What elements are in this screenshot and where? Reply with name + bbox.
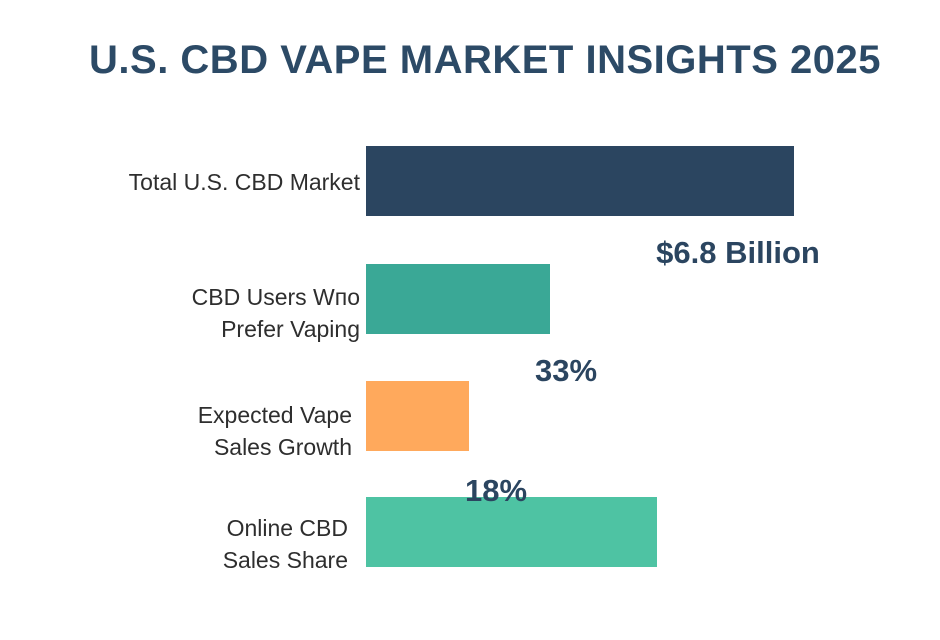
labels-layer: Total U.S. CBD Market $6.8 Billion CBD Use… <box>129 169 820 573</box>
category-label-3-line-2: Sales Growth <box>214 434 352 460</box>
category-label-2: CBD Users Wпо Prefer Vaping <box>192 284 360 342</box>
category-label-4-line-1: Online CBD <box>227 515 348 541</box>
category-label-2-line-2: Prefer Vaping <box>221 316 360 342</box>
value-label-3: 18% <box>465 473 527 508</box>
value-label-2: 33% <box>535 353 597 388</box>
bar-1 <box>366 146 794 216</box>
bar-4 <box>366 497 657 567</box>
bar-2 <box>366 264 550 334</box>
category-label-4: Online CBD Sales Share <box>223 515 348 573</box>
bars-layer <box>366 146 794 567</box>
category-label-4-line-2: Sales Share <box>223 547 348 573</box>
category-label-1: Total U.S. CBD Market <box>129 169 361 195</box>
category-label-3-line-1: Expected Vape <box>198 402 352 428</box>
category-label-1-line-1: Total U.S. CBD Market <box>129 169 361 195</box>
category-label-3: Expected Vape Sales Growth <box>198 402 352 460</box>
chart-title: U.S. CBD VAPE MARKET INSIGHTS 2025 <box>89 38 881 82</box>
bar-3 <box>366 381 469 451</box>
value-label-1: $6.8 Billion <box>656 235 820 270</box>
category-label-2-line-1: CBD Users Wпо <box>192 284 360 310</box>
